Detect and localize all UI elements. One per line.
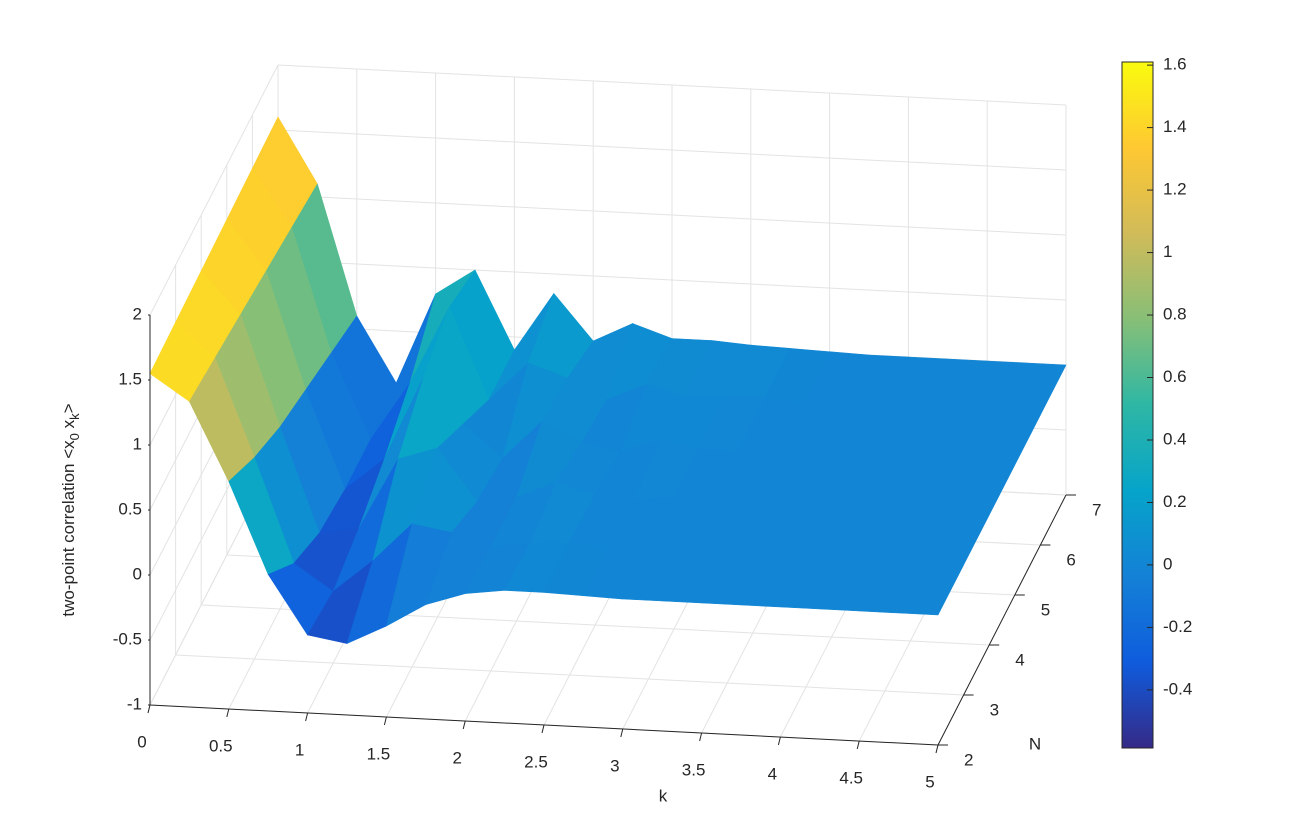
x-axis-label: k [659,786,668,805]
x-tick [777,736,781,746]
y-axis [937,494,1067,746]
colorbar-tick-label: 1.2 [1163,180,1187,199]
colorbar-scale [1121,61,1154,749]
grid-line [175,654,964,696]
grid-line [277,129,1067,171]
x-tick [226,708,230,718]
x-tick-label: 0 [137,732,146,751]
z-label-part: k [67,413,82,420]
z-tick-label: 1 [133,434,142,453]
x-tick [620,728,624,738]
x-tick-label: 2 [452,748,461,767]
y-tick-label: 6 [1066,550,1075,569]
colorbar-tick-label: 1 [1163,242,1172,261]
x-tick [462,720,466,730]
z-label-part: two-point correlation <x [59,440,78,617]
z-tick-label: 0.5 [118,499,142,518]
x-tick-label: 1 [295,740,304,759]
x-tick-label: 1.5 [367,744,391,763]
grid-line [277,259,1067,301]
y-tick-label: 2 [964,750,973,769]
z-tick-label: 1.5 [118,369,142,388]
surface-patch [898,562,965,616]
grid-line [277,64,1067,106]
x-tick-label: 4 [768,764,777,783]
x-tick [383,716,387,726]
grid-line [277,194,1067,236]
colorbar-tick-label: 0.4 [1163,429,1187,448]
x-tick-label: 2.5 [524,752,548,771]
x-tick [699,732,703,742]
y-tick-label: 5 [1041,600,1050,619]
x-tick-label: 4.5 [839,768,863,787]
surface [149,116,1067,645]
colorbar-tick-label: 0.6 [1163,367,1187,386]
z-label-part: > [59,403,78,413]
y-tick-label: 3 [990,700,999,719]
z-tick-label: 0 [133,564,142,583]
z-tick-label: 2 [133,304,142,323]
z-tick-label: -1 [127,694,142,713]
x-tick-label: 5 [925,772,934,791]
z-label-part: 0 [67,433,82,440]
colorbar-tick-label: 1.4 [1163,117,1187,136]
colorbar-tick-label: 0 [1163,554,1172,573]
x-tick [541,724,545,734]
colorbar-tick-label: -0.4 [1163,679,1192,698]
colorbar-tick-label: -0.2 [1163,617,1192,636]
y-axis-label: N [1029,734,1041,753]
colorbar-tick-label: 0.8 [1163,305,1187,324]
x-tick [147,704,151,714]
x-tick [856,740,860,750]
grid-line [149,64,279,316]
z-axis-label: two-point correlation <x0 xk> [59,403,82,616]
colorbar: -0.4 -0.2 0 0.2 0.4 0.6 0.8 1 1.2 1.4 1.6 [1121,55,1192,749]
x-tick-label: 0.5 [209,736,233,755]
x-tick [935,744,939,754]
z-label-part: x [59,419,78,433]
x-tick-label: 3 [610,756,619,775]
x-tick-label: 3.5 [682,760,706,779]
y-tick-label: 4 [1015,650,1024,669]
colorbar-tick-label: 1.6 [1163,55,1187,74]
x-tick [305,712,309,722]
axes: 0 0.5 1 1.5 2 2.5 3 3.5 4 4.5 5 2 3 4 5 6 7 -1 -0.5 0 0.5 1 1.… [113,304,1102,791]
z-tick-label: -0.5 [113,629,142,648]
colorbar-tick-label: 0.2 [1163,492,1187,511]
y-tick-label: 7 [1092,500,1101,519]
